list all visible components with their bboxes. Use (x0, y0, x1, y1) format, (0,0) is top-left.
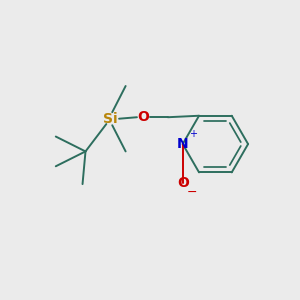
Text: −: − (187, 186, 197, 199)
Text: +: + (189, 129, 197, 139)
Text: N: N (177, 137, 188, 151)
Text: O: O (177, 176, 189, 190)
Text: O: O (137, 110, 149, 124)
Text: Si: Si (103, 112, 118, 126)
